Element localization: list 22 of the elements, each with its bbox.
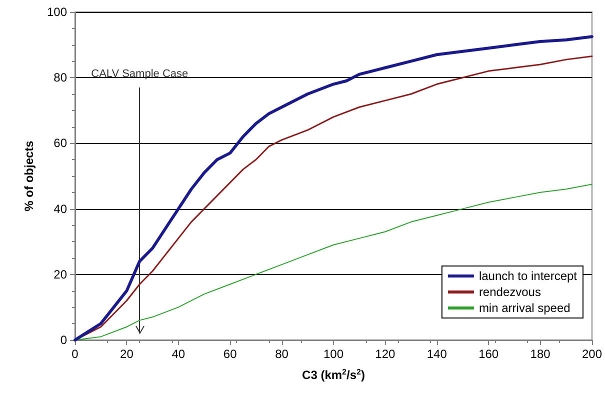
x-tick-label: 100 — [323, 347, 344, 361]
x-tick-label: 120 — [375, 347, 396, 361]
x-tick-label: 40 — [172, 347, 186, 361]
legend-label: rendezvous — [478, 285, 541, 299]
y-tick-label: 40 — [54, 202, 68, 216]
x-tick-label: 160 — [478, 347, 499, 361]
x-tick-label: 200 — [582, 347, 602, 361]
x-tick-label: 140 — [426, 347, 448, 361]
y-tick-label: 20 — [54, 267, 68, 282]
ref-line-label: CALV Sample Case — [91, 68, 188, 80]
legend-label: launch to intercept — [478, 269, 578, 283]
legend-label: min arrival speed — [478, 301, 570, 315]
x-tick-label: 80 — [275, 347, 289, 361]
y-tick-label: 60 — [54, 136, 68, 150]
x-tick-label: 20 — [120, 347, 134, 361]
x-tick-label: 60 — [223, 347, 238, 361]
y-tick-label: 80 — [54, 70, 68, 85]
y-tick-label: 0 — [60, 333, 68, 347]
y-tick-label: 100 — [46, 5, 68, 19]
y-axis-title: % of objects — [22, 140, 36, 212]
x-tick-label: 0 — [72, 347, 79, 361]
x-tick-label: 180 — [530, 347, 551, 361]
